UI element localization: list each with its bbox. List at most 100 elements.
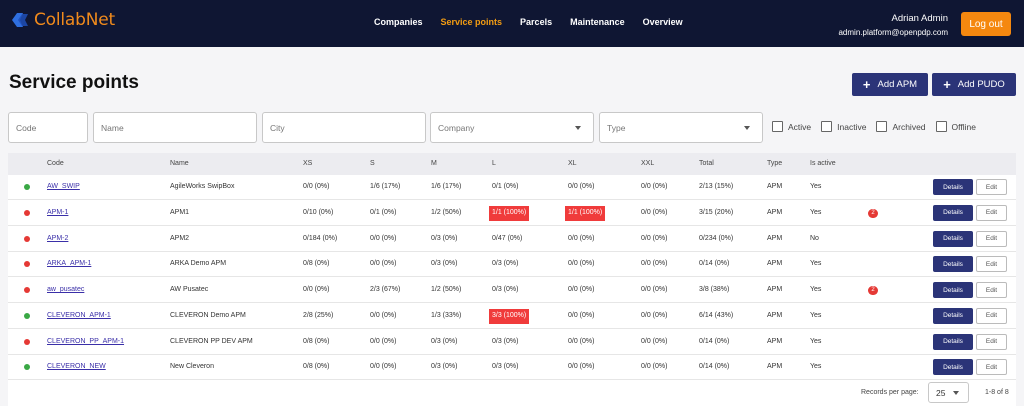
- column-header-type[interactable]: Type: [767, 160, 783, 167]
- cell-xl: 0/0 (0%): [568, 363, 595, 371]
- cell-xs: 0/8 (0%): [303, 363, 330, 371]
- details-button[interactable]: Details: [933, 359, 973, 376]
- chevron-down-icon: [953, 390, 959, 395]
- column-header-s[interactable]: S: [370, 160, 375, 167]
- cell-m: 0/3 (0%): [431, 363, 458, 371]
- nav-parcels[interactable]: Parcels: [520, 17, 553, 27]
- offline-checkbox[interactable]: Offline: [935, 121, 976, 132]
- add-apm-button[interactable]: + Add APM: [852, 73, 928, 96]
- checkbox-box[interactable]: [876, 121, 888, 132]
- service-point-code-link[interactable]: APM-2: [47, 234, 69, 242]
- alert-count-badge: 2: [868, 208, 878, 218]
- details-button[interactable]: Details: [933, 179, 973, 195]
- cell-active: Yes: [810, 363, 822, 371]
- status-dot-icon: [24, 235, 30, 242]
- nav-service-points[interactable]: Service points: [440, 17, 503, 27]
- cell-type: APM: [767, 234, 783, 242]
- edit-button[interactable]: Edit: [976, 204, 1007, 221]
- checkbox-box[interactable]: [935, 121, 947, 132]
- table-row: aw_pusatec AW Pusatec 0/0 (0%) 2/3 (67%) 1/2…: [8, 278, 1016, 303]
- cell-total: 3/8 (38%): [699, 286, 730, 293]
- column-header-is-active[interactable]: Is active: [810, 160, 836, 167]
- details-button[interactable]: Details: [933, 230, 973, 247]
- column-header-l[interactable]: L: [492, 160, 496, 167]
- column-header-xxl[interactable]: XXL: [641, 160, 655, 167]
- cell-total: 3/15 (20%): [699, 208, 734, 216]
- nav-maintenance[interactable]: Maintenance: [570, 17, 625, 27]
- cell-active: Yes: [810, 286, 822, 293]
- table-row: ARKA_APM-1 ARKA Demo APM 0/8 (0%) 0/0 (0%) 0…: [8, 252, 1016, 278]
- edit-button[interactable]: Edit: [976, 307, 1007, 324]
- add-pudo-button[interactable]: + Add PUDO: [932, 73, 1016, 96]
- edit-button[interactable]: Edit: [976, 256, 1007, 273]
- cell-name: APM2: [170, 234, 190, 242]
- service-point-code-link[interactable]: AW_SWIP: [47, 183, 80, 190]
- details-button[interactable]: Details: [933, 282, 973, 298]
- service-point-code-link[interactable]: CLEVERON_APM-1: [47, 311, 111, 319]
- details-button[interactable]: Details: [933, 307, 973, 324]
- records-per-page-label: Records per page:: [861, 389, 919, 396]
- edit-button[interactable]: Edit: [976, 333, 1007, 350]
- column-header-xl[interactable]: XL: [568, 160, 577, 167]
- user-info: Adrian Admin admin.platform@openpdp.com: [838, 13, 948, 39]
- service-point-code-link[interactable]: CLEVERON_PP_APM-1: [47, 337, 125, 345]
- edit-button[interactable]: Edit: [976, 179, 1007, 195]
- alert-count-badge: 2: [868, 286, 878, 295]
- cell-name: APM1: [170, 208, 190, 216]
- column-header-xs[interactable]: XS: [303, 160, 313, 167]
- service-point-code-link[interactable]: APM-1: [47, 208, 69, 216]
- nav-companies[interactable]: Companies: [374, 17, 423, 27]
- checkbox-label: Inactive: [837, 121, 867, 132]
- details-button[interactable]: Details: [933, 256, 973, 273]
- details-button[interactable]: Details: [933, 204, 973, 221]
- service-point-code-link[interactable]: aw_pusatec: [47, 286, 85, 293]
- service-point-code-link[interactable]: CLEVERON_NEW: [47, 363, 106, 371]
- name-filter-input[interactable]: [93, 112, 257, 143]
- column-header-code[interactable]: Code: [47, 160, 64, 167]
- cell-xl: 0/0 (0%): [568, 234, 595, 242]
- archived-checkbox[interactable]: Archived: [876, 121, 926, 132]
- code-filter-input[interactable]: [8, 112, 88, 143]
- cell-xxl: 0/0 (0%): [641, 286, 668, 293]
- cell-name: ARKA Demo APM: [170, 260, 227, 268]
- nav-overview[interactable]: Overview: [642, 17, 683, 27]
- cell-s: 1/6 (17%): [370, 183, 401, 190]
- column-header-total[interactable]: Total: [699, 160, 714, 167]
- edit-button[interactable]: Edit: [976, 282, 1007, 298]
- cell-xl: 0/0 (0%): [568, 311, 595, 319]
- active-checkbox[interactable]: Active: [772, 121, 811, 132]
- details-button[interactable]: Details: [933, 333, 973, 350]
- cell-type: APM: [767, 286, 783, 293]
- brand-logo[interactable]: CollabNet: [10, 10, 115, 30]
- service-point-code-link[interactable]: ARKA_APM-1: [47, 260, 92, 268]
- table-row: CLEVERON_NEW New Cleveron 0/8 (0%) 0/0 (0%)…: [8, 355, 1016, 381]
- inactive-checkbox[interactable]: Inactive: [821, 121, 866, 132]
- city-filter-input[interactable]: [262, 112, 426, 143]
- cell-active: Yes: [810, 337, 822, 345]
- checkbox-box[interactable]: [772, 121, 783, 132]
- records-per-page-select[interactable]: 25: [928, 382, 969, 403]
- edit-button[interactable]: Edit: [976, 230, 1007, 247]
- column-header-name[interactable]: Name: [170, 160, 189, 167]
- cell-xxl: 0/0 (0%): [641, 311, 668, 319]
- cell-xl: 0/0 (0%): [568, 260, 595, 268]
- cell-xs: 0/184 (0%): [303, 234, 338, 242]
- cell-m: 1/3 (33%): [431, 311, 462, 319]
- records-per-page-value: 25: [936, 387, 946, 398]
- cell-s: 0/0 (0%): [370, 234, 397, 242]
- column-header-m[interactable]: M: [431, 160, 437, 167]
- edit-button[interactable]: Edit: [976, 359, 1007, 376]
- type-filter-select[interactable]: Type: [599, 112, 763, 143]
- company-filter-select[interactable]: Company: [430, 112, 594, 143]
- checkbox-box[interactable]: [821, 121, 833, 132]
- logout-button[interactable]: Log out: [961, 12, 1011, 36]
- cell-m: 0/3 (0%): [431, 337, 458, 345]
- cell-s: 0/0 (0%): [370, 337, 397, 345]
- cell-xs: 0/10 (0%): [303, 208, 334, 216]
- cell-total: 6/14 (43%): [699, 311, 734, 319]
- add-apm-label: Add APM: [877, 79, 918, 90]
- cell-l: 0/3 (0%): [492, 337, 519, 345]
- cell-type: APM: [767, 311, 783, 319]
- cell-name: CLEVERON Demo APM: [170, 311, 246, 319]
- cell-name: CLEVERON PP DEV APM: [170, 337, 253, 345]
